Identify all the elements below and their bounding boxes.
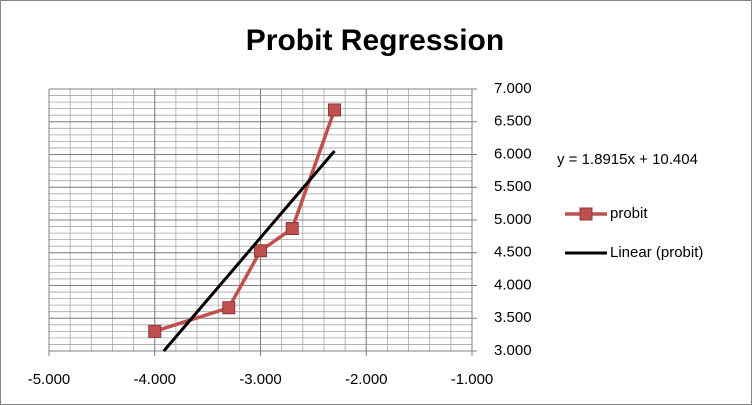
series-marker — [285, 222, 299, 236]
y-tick-label: 5.500 — [494, 178, 532, 195]
legend-label: Linear (probit) — [610, 244, 703, 261]
x-tick-label: -1.000 — [451, 371, 494, 388]
x-tick-label: -4.000 — [133, 371, 176, 388]
y-tick-label: 6.000 — [494, 145, 532, 162]
y-tick-label: 7.000 — [494, 80, 532, 97]
x-tick-label: -5.000 — [28, 371, 71, 388]
legend-marker — [579, 207, 593, 221]
chart-title: Probit Regression — [246, 24, 504, 57]
trendline — [162, 150, 336, 352]
trendline-equation: y = 1.8915x + 10.404 — [557, 151, 698, 168]
series-marker — [254, 244, 267, 258]
legend-label: probit — [610, 205, 648, 222]
y-tick-label: 5.000 — [494, 211, 532, 228]
series-marker — [328, 103, 342, 117]
y-tick-label: 3.000 — [494, 342, 532, 359]
x-tick-label: -3.000 — [239, 371, 282, 388]
y-tick-label: 3.500 — [494, 309, 532, 326]
x-tick-label: -2.000 — [345, 371, 388, 388]
y-tick-label: 6.500 — [494, 113, 532, 130]
series-marker — [148, 324, 162, 338]
grid — [48, 88, 477, 356]
plot — [148, 103, 342, 352]
y-tick-label: 4.500 — [494, 244, 532, 261]
y-tick-label: 4.000 — [494, 276, 532, 293]
series-marker — [222, 301, 236, 315]
